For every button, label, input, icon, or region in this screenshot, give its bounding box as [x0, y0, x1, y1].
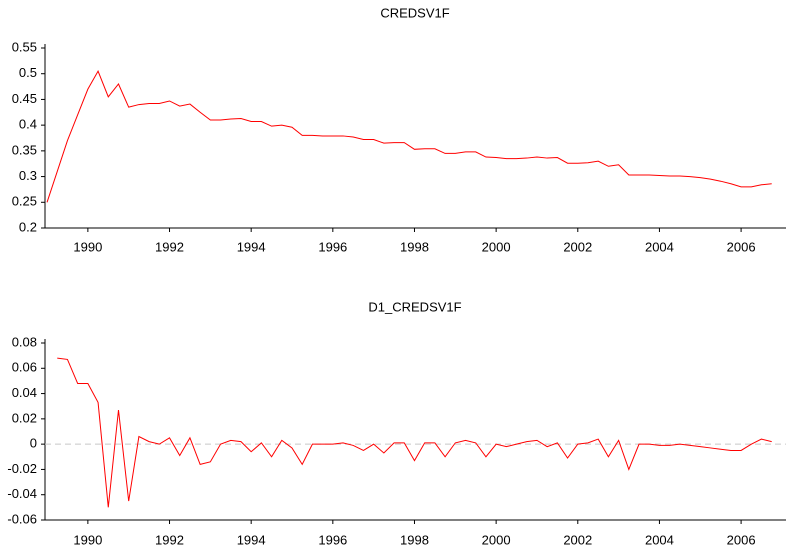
x-tick-label: 1994: [237, 532, 266, 547]
y-tick-label: 0.02: [12, 410, 37, 425]
y-tick-label: 0.3: [19, 168, 37, 183]
x-tick-label: 1990: [73, 532, 102, 547]
y-tick-label: 0.25: [12, 194, 37, 209]
y-tick-label: 0.06: [12, 360, 37, 375]
y-tick-label: -0.06: [7, 511, 37, 526]
x-tick-label: 1990: [73, 239, 102, 254]
chart-title: D1_CREDSV1F: [368, 299, 461, 314]
chart-title: CREDSV1F: [380, 5, 449, 20]
x-tick-label: 1994: [237, 239, 266, 254]
x-tick-label: 1998: [400, 239, 429, 254]
x-tick-label: 1992: [155, 532, 184, 547]
x-tick-label: 1996: [318, 532, 347, 547]
x-tick-label: 2002: [563, 239, 592, 254]
y-tick-label: 0.2: [19, 219, 37, 234]
x-tick-label: 2004: [645, 239, 674, 254]
x-tick-label: 2004: [645, 532, 674, 547]
y-tick-label: 0.08: [12, 334, 37, 349]
x-tick-label: 2000: [482, 239, 511, 254]
y-tick-label: 0: [30, 436, 37, 451]
x-tick-label: 1992: [155, 239, 184, 254]
data-line: [46, 69, 772, 203]
y-tick-label: 0.5: [19, 65, 37, 80]
x-tick-label: 2006: [727, 239, 756, 254]
x-tick-label: 1998: [400, 532, 429, 547]
x-tick-label: 2006: [727, 532, 756, 547]
y-tick-label: 0.45: [12, 91, 37, 106]
y-tick-label: 0.4: [19, 117, 37, 132]
y-tick-label: 0.35: [12, 142, 37, 157]
y-tick-label: -0.04: [7, 486, 37, 501]
x-tick-label: 2000: [482, 532, 511, 547]
x-tick-label: 2002: [563, 532, 592, 547]
y-tick-label: 0.04: [12, 385, 37, 400]
data-line: [57, 357, 772, 508]
y-tick-label: -0.02: [7, 461, 37, 476]
x-tick-label: 1996: [318, 239, 347, 254]
y-tick-label: 0.55: [12, 39, 37, 54]
